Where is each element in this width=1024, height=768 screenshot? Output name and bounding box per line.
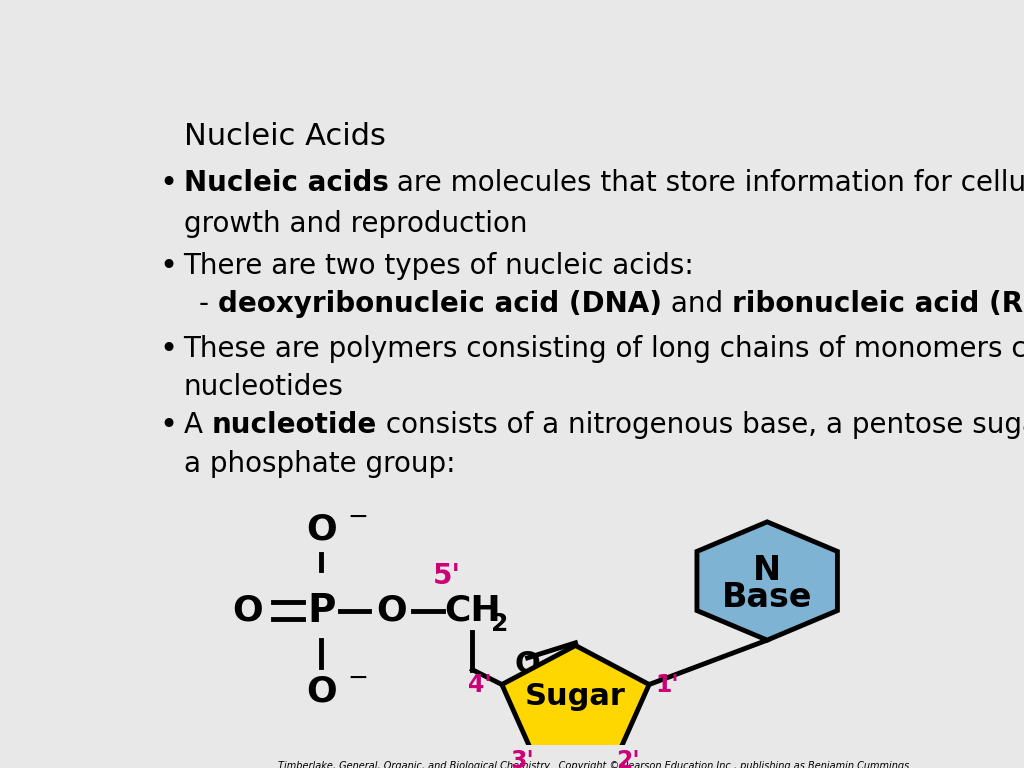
Text: •: • — [160, 335, 178, 363]
Text: O: O — [306, 513, 337, 547]
Text: are molecules that store information for cellular: are molecules that store information for… — [388, 169, 1024, 197]
Text: O: O — [376, 594, 407, 627]
Text: 1': 1' — [655, 673, 679, 697]
Text: •: • — [160, 252, 178, 281]
Text: −: − — [347, 505, 368, 528]
Text: nucleotide: nucleotide — [211, 412, 377, 439]
Text: deoxyribonucleic acid (DNA): deoxyribonucleic acid (DNA) — [218, 290, 663, 318]
Text: Sugar: Sugar — [525, 682, 626, 711]
Polygon shape — [502, 645, 649, 747]
Text: 3': 3' — [511, 749, 535, 768]
Polygon shape — [697, 522, 838, 641]
Text: P: P — [307, 591, 336, 630]
Text: consists of a nitrogenous base, a pentose sugar and: consists of a nitrogenous base, a pentos… — [377, 412, 1024, 439]
Text: Base: Base — [722, 581, 812, 614]
Text: O: O — [232, 594, 263, 627]
Text: 5': 5' — [432, 561, 461, 590]
Text: −: − — [347, 666, 368, 690]
Text: ribonucleic acid (RNA): ribonucleic acid (RNA) — [732, 290, 1024, 318]
Text: O: O — [515, 650, 541, 679]
Text: Timberlake, General, Organic, and Biological Chemistry.  Copyright © Pearson Edu: Timberlake, General, Organic, and Biolog… — [279, 761, 909, 768]
Text: Nucleic Acids: Nucleic Acids — [183, 121, 385, 151]
Text: CH: CH — [443, 594, 501, 627]
Text: 2': 2' — [616, 749, 640, 768]
Text: 4': 4' — [468, 673, 492, 697]
Text: There are two types of nucleic acids:: There are two types of nucleic acids: — [183, 252, 694, 280]
Text: growth and reproduction: growth and reproduction — [183, 210, 527, 238]
Text: Nucleic acids: Nucleic acids — [183, 169, 388, 197]
Text: These are polymers consisting of long chains of monomers called: These are polymers consisting of long ch… — [183, 335, 1024, 362]
Text: nucleotides: nucleotides — [183, 373, 343, 401]
Text: N: N — [753, 554, 781, 587]
Text: 2: 2 — [490, 612, 508, 636]
Text: •: • — [160, 169, 178, 198]
Text: •: • — [160, 412, 178, 441]
Text: -: - — [200, 290, 218, 318]
Text: and: and — [663, 290, 732, 318]
Text: O: O — [306, 674, 337, 708]
Text: a phosphate group:: a phosphate group: — [183, 450, 455, 478]
Text: A: A — [183, 412, 211, 439]
